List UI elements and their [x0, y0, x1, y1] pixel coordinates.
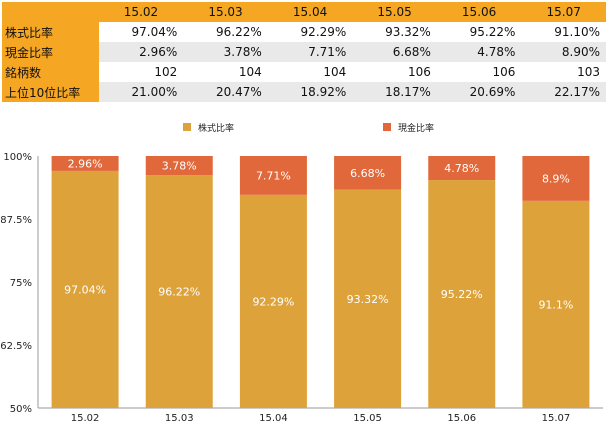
table-cell: 93.32%: [352, 22, 437, 42]
row-label: 株式比率: [2, 22, 99, 42]
table-cell: 3.78%: [183, 42, 268, 62]
column-header: 15.07: [521, 2, 606, 22]
table-cell: 104: [267, 62, 353, 82]
legend-swatch: [383, 123, 391, 131]
table-cell: 91.10%: [521, 22, 606, 42]
data-label: 4.78%: [444, 162, 479, 175]
bar-segment: [145, 175, 213, 408]
data-label: 3.78%: [162, 160, 197, 173]
stacked-bar-chart: 株式比率 現金比率 50% 62.5% 75% 87.5% 100% 97.04% 2.96% 1…: [0, 122, 603, 423]
table-cell: 7.71%: [267, 42, 353, 62]
data-label: 2.96%: [68, 157, 103, 170]
table-row: 現金比率 2.96% 3.78% 7.71% 6.68% 4.78% 8.90%: [2, 42, 606, 62]
x-tick-label: 15.05: [353, 413, 382, 423]
table-cell: 21.00%: [98, 82, 184, 102]
data-label: 92.29%: [252, 295, 294, 308]
table-cell: 103: [521, 62, 606, 82]
column-header: 15.04: [267, 2, 353, 22]
bar-segment: [239, 156, 307, 195]
row-label: 現金比率: [2, 42, 99, 62]
table-cell: 106: [436, 62, 522, 82]
legend-label: 株式比率: [198, 122, 234, 134]
table-cell: 96.22%: [183, 22, 268, 42]
column-header: 15.06: [436, 2, 522, 22]
bar-segment: [334, 156, 402, 190]
table-corner-cell: [2, 2, 99, 22]
column-header: 15.02: [98, 2, 184, 22]
x-tick-label: 15.07: [542, 413, 571, 423]
table-cell: 2.96%: [98, 42, 184, 62]
x-tick-label: 15.02: [71, 413, 100, 423]
legend-swatch: [183, 123, 191, 131]
table-cell: 20.69%: [436, 82, 522, 102]
y-tick-label: 62.5%: [0, 341, 32, 352]
data-label: 6.68%: [350, 167, 385, 180]
table-cell: 95.22%: [436, 22, 522, 42]
data-label: 96.22%: [158, 286, 200, 299]
bar-segment: [239, 194, 307, 408]
summary-table: 15.02 15.03 15.04 15.05 15.06 15.07 株式比率…: [2, 2, 606, 102]
bar-segment: [51, 170, 119, 408]
data-label: 7.71%: [256, 169, 291, 182]
table-cell: 22.17%: [521, 82, 606, 102]
x-tick-label: 15.06: [447, 413, 476, 423]
data-label: 8.9%: [542, 172, 570, 185]
data-label: 91.1%: [538, 298, 573, 311]
y-tick-label: 75%: [10, 278, 32, 289]
table-cell: 20.47%: [183, 82, 268, 102]
table-cell: 18.17%: [352, 82, 437, 102]
bar-segment: [51, 156, 119, 171]
bar-segment: [334, 189, 402, 408]
data-label: 93.32%: [347, 293, 389, 306]
table-cell: 8.90%: [521, 42, 606, 62]
table-cell: 4.78%: [436, 42, 522, 62]
table-cell: 18.92%: [267, 82, 353, 102]
bar-segment: [522, 200, 590, 408]
column-header: 15.03: [183, 2, 268, 22]
table-cell: 102: [98, 62, 184, 82]
row-label: 銘柄数: [2, 62, 99, 82]
data-label: 95.22%: [441, 288, 483, 301]
y-tick-label: 100%: [3, 152, 32, 163]
data-label: 97.04%: [64, 283, 106, 296]
table-cell: 92.29%: [267, 22, 353, 42]
bar-segment: [522, 156, 590, 201]
table-header-row: 15.02 15.03 15.04 15.05 15.06 15.07: [2, 2, 606, 22]
column-header: 15.05: [352, 2, 437, 22]
x-tick-label: 15.04: [259, 413, 288, 423]
y-tick-label: 50%: [10, 404, 32, 415]
row-label: 上位10位比率: [2, 82, 99, 102]
bar-segment: [428, 156, 496, 181]
table-cell: 6.68%: [352, 42, 437, 62]
y-tick-label: 87.5%: [0, 215, 32, 226]
table-row: 上位10位比率 21.00% 20.47% 18.92% 18.17% 20.6…: [2, 82, 606, 102]
legend-label: 現金比率: [398, 122, 434, 134]
x-tick-label: 15.03: [165, 413, 194, 423]
table-cell: 106: [352, 62, 437, 82]
table-cell: 104: [183, 62, 268, 82]
bar-segment: [145, 156, 213, 176]
table-row: 株式比率 97.04% 96.22% 92.29% 93.32% 95.22% …: [2, 22, 606, 42]
table-row: 銘柄数 102 104 104 106 106 103: [2, 62, 606, 82]
bar-segment: [428, 180, 496, 408]
table-cell: 97.04%: [98, 22, 184, 42]
